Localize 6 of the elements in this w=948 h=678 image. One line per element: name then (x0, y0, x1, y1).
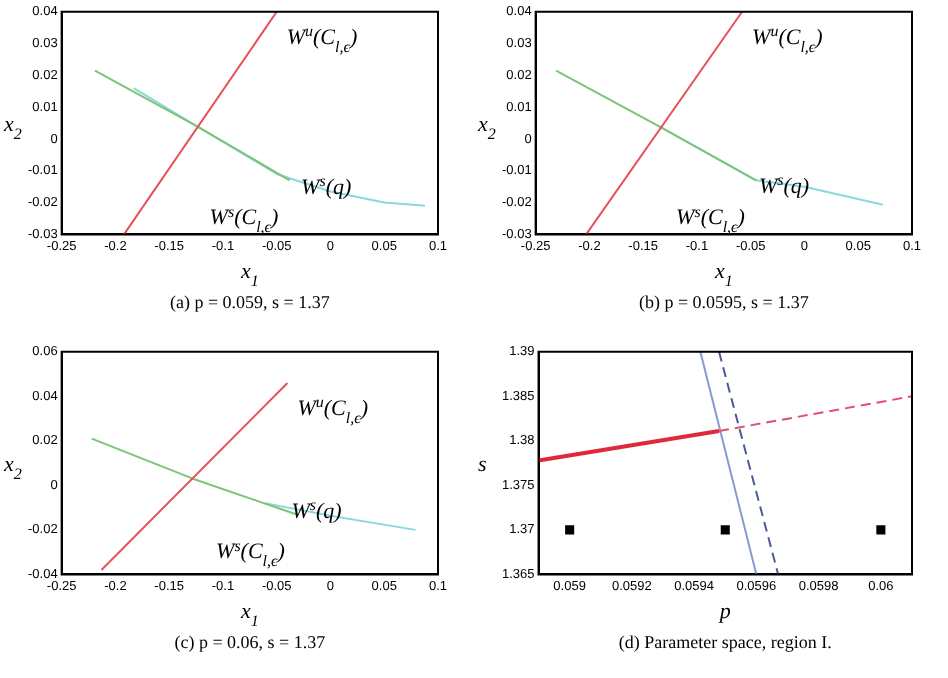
x-axis-title: p (717, 600, 732, 625)
y-axis-title: s (478, 453, 487, 478)
text: (a) p = 0.059, s = 1.37 (169, 292, 331, 313)
text: (c) p = 0.06, s = 1.37 (174, 632, 327, 653)
text: (d) Parameter space, region I. (618, 632, 832, 653)
text: (b) p = 0.0595, s = 1.37 (638, 292, 810, 313)
